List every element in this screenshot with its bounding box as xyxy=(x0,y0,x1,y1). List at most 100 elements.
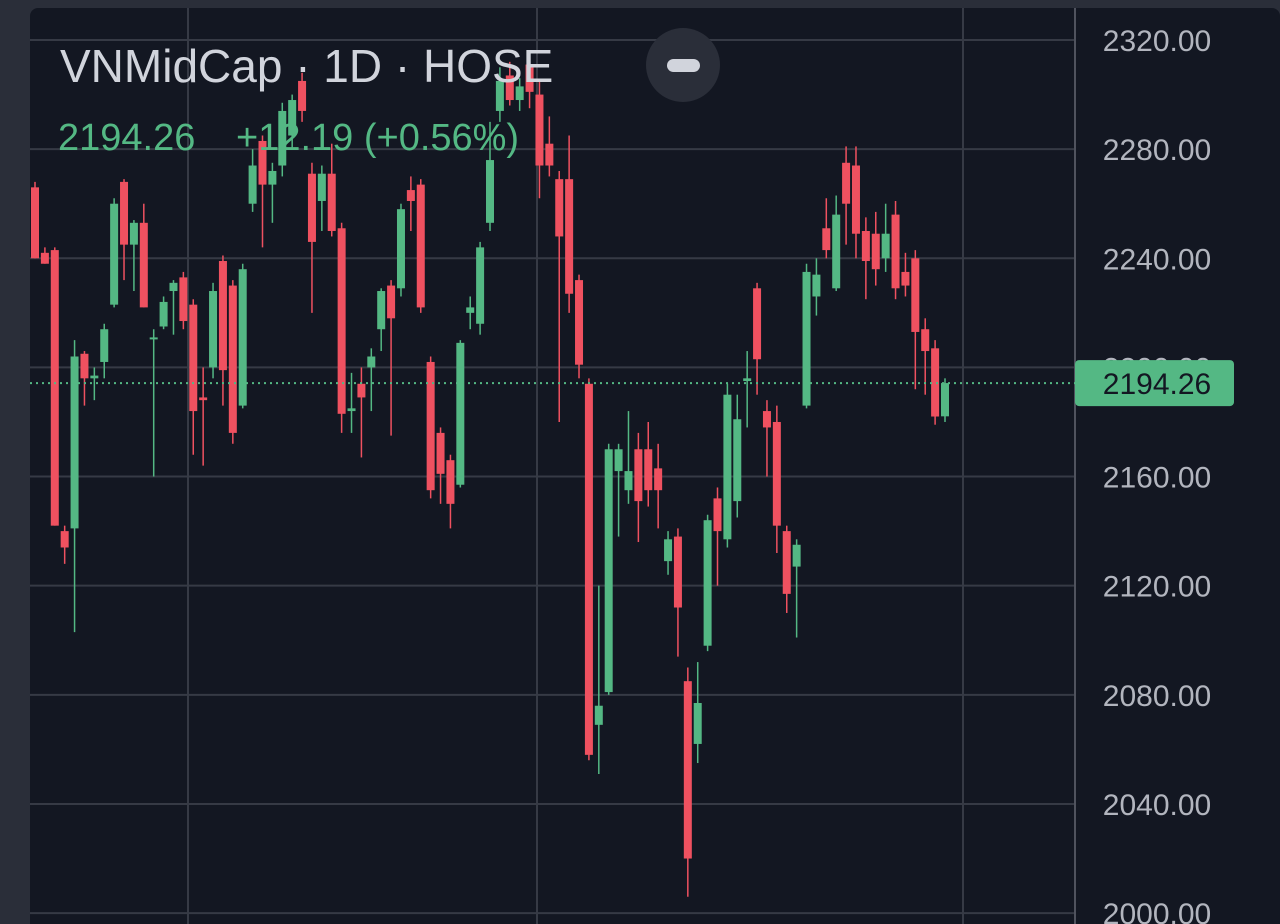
candle-body xyxy=(337,228,346,414)
candle-body xyxy=(307,173,316,242)
candle-body xyxy=(753,288,762,360)
candle-body xyxy=(486,160,494,223)
candle-body xyxy=(851,165,860,234)
candle-body xyxy=(139,222,148,308)
candle-body xyxy=(614,449,623,472)
candle-body xyxy=(248,165,257,204)
candle-body xyxy=(416,184,425,308)
candle-body xyxy=(921,329,930,352)
candle-body xyxy=(387,285,396,319)
candle-body xyxy=(426,361,435,491)
candle-body xyxy=(584,383,593,755)
candle-body xyxy=(436,432,445,474)
candle-body xyxy=(525,64,534,92)
last-price: 2194.26 xyxy=(58,117,195,159)
y-tick-label: 2320.00 xyxy=(1103,25,1211,58)
candle-body xyxy=(911,258,920,332)
candle-body xyxy=(169,282,178,292)
candle-body xyxy=(762,411,771,428)
y-tick-label: 2120.00 xyxy=(1103,571,1211,604)
candle-body xyxy=(347,408,356,412)
candle-body xyxy=(288,100,297,136)
candle-body xyxy=(683,681,692,859)
candle-body xyxy=(565,179,574,294)
candle-body xyxy=(495,80,504,111)
y-tick-label: 2240.00 xyxy=(1103,243,1211,276)
candle-body xyxy=(31,187,39,259)
candle-body xyxy=(575,280,584,365)
candle-body xyxy=(733,419,742,502)
candle-body xyxy=(199,397,208,401)
candle-body xyxy=(654,468,663,491)
candle-body xyxy=(703,520,712,646)
candle-body xyxy=(891,214,900,289)
minus-icon[interactable] xyxy=(667,59,700,72)
candle-body xyxy=(901,271,910,286)
candle-body xyxy=(743,378,752,382)
candle-body xyxy=(298,80,307,111)
candle-body xyxy=(100,329,109,362)
candle-body xyxy=(931,348,940,417)
candle-body xyxy=(40,252,49,264)
candle-body xyxy=(377,291,386,330)
candle-body xyxy=(941,383,949,417)
candle-body xyxy=(604,449,613,693)
candle-body xyxy=(327,173,336,231)
candle-body xyxy=(357,383,366,398)
candle-body xyxy=(90,375,99,379)
candle-body xyxy=(70,356,79,529)
candle-body xyxy=(644,449,653,491)
candle-body xyxy=(317,173,326,201)
candle-body xyxy=(515,86,524,101)
candle-body xyxy=(545,143,554,166)
candle-body xyxy=(594,705,603,725)
candle-body xyxy=(218,261,227,371)
candle-body xyxy=(832,214,841,289)
candle-body xyxy=(278,110,287,166)
candle-body xyxy=(535,94,544,166)
candle-body xyxy=(179,277,188,322)
candle-body xyxy=(723,394,732,540)
candle-body xyxy=(713,498,722,532)
last-price-box xyxy=(1075,360,1234,407)
candle-body xyxy=(871,233,880,270)
y-tick-label: 2000.00 xyxy=(1103,898,1211,924)
candle-body xyxy=(822,228,831,251)
candle-body xyxy=(446,460,455,504)
chart-panel xyxy=(30,8,1280,924)
candle-body xyxy=(673,536,682,608)
candle-body xyxy=(149,337,158,340)
candle-body xyxy=(129,222,138,245)
candle-body xyxy=(189,304,198,412)
chart-title: VNMidCap · 1D · HOSE xyxy=(60,40,553,92)
candle-body xyxy=(268,170,277,185)
y-tick-label: 2160.00 xyxy=(1103,462,1211,495)
candle-body xyxy=(624,471,633,491)
y-tick-label: 2080.00 xyxy=(1103,680,1211,713)
y-tick-label: 2280.00 xyxy=(1103,134,1211,167)
candle-body xyxy=(782,531,791,594)
candle-body xyxy=(159,301,168,327)
candle-body xyxy=(555,179,564,237)
candle-body xyxy=(258,140,267,185)
candle-body xyxy=(367,356,376,368)
candle-body xyxy=(792,544,801,567)
candle-body xyxy=(861,230,870,262)
candle-body xyxy=(456,342,465,485)
candle-body xyxy=(120,181,129,245)
candle-body xyxy=(50,250,59,526)
price-change: +12.19 (+0.56%) xyxy=(236,117,519,159)
candle-body xyxy=(60,531,69,548)
candle-body xyxy=(664,539,673,562)
last-price-label: 2194.26 xyxy=(1103,368,1211,401)
collapse-button[interactable] xyxy=(646,28,720,102)
candle-body xyxy=(772,421,781,526)
candle-body xyxy=(406,190,415,201)
candle-body xyxy=(110,203,119,305)
candle-body xyxy=(476,247,485,324)
candle-body xyxy=(881,233,890,259)
y-tick-label: 2040.00 xyxy=(1103,789,1211,822)
candle-body xyxy=(505,75,514,101)
